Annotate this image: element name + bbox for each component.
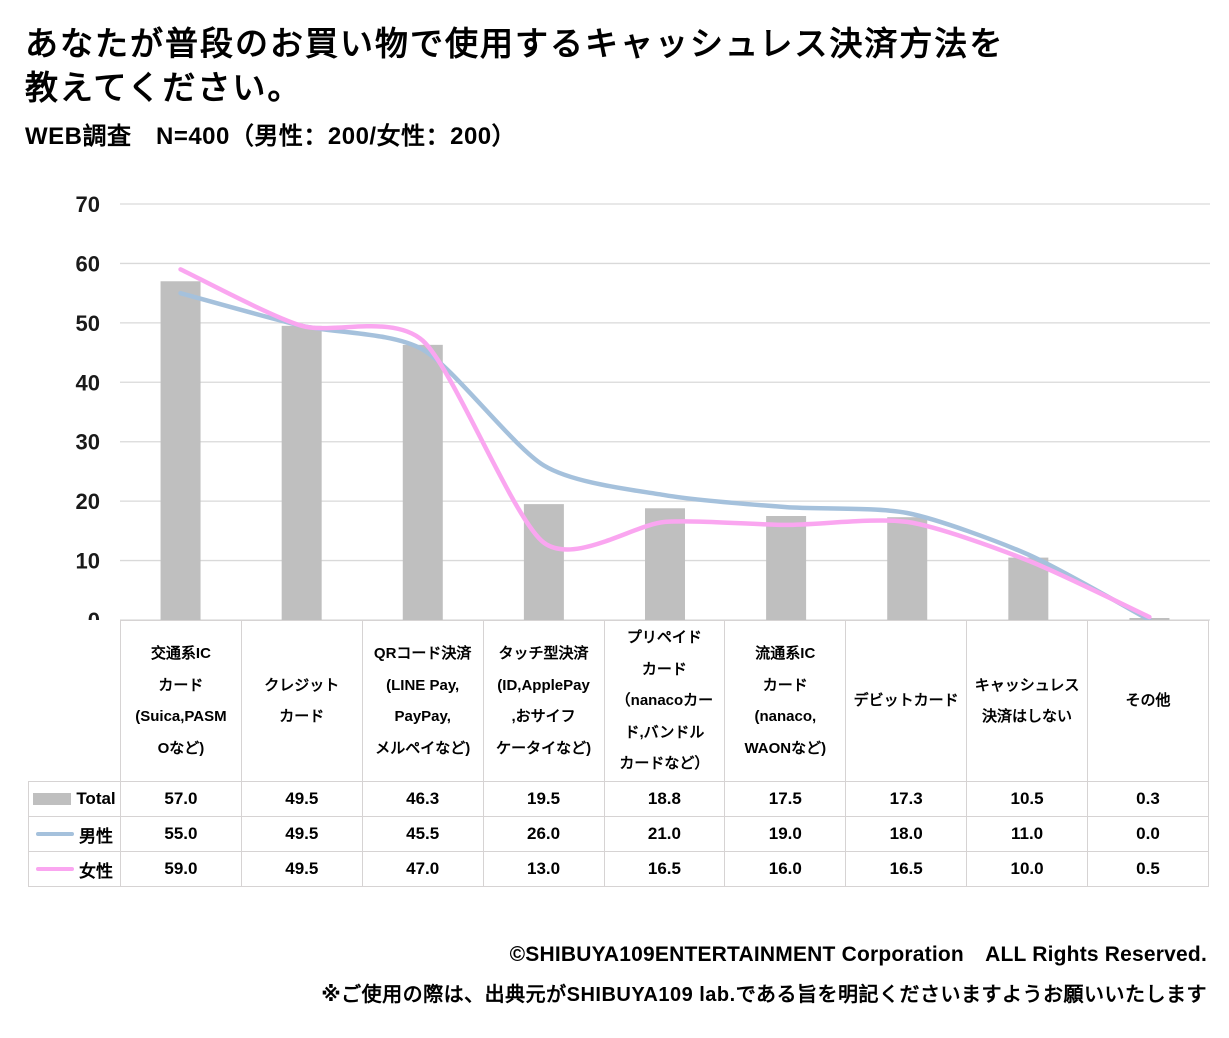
legend-swatch-男性-icon: [36, 832, 74, 836]
series-name-女性: 女性: [79, 861, 113, 881]
table-row-女性: 女性 59.0 49.5 47.0 13.0 16.5 16.0 16.5 10.0 0.5: [28, 851, 1209, 887]
value-cell-女性-6: 16.5: [845, 851, 968, 887]
category-header-5: 流通系IC カード (nanaco, WAONなど): [724, 620, 847, 782]
category-header-2: QRコード決済 (LINE Pay, PayPay, メルペイなど): [361, 620, 484, 782]
y-axis-label-40: 40: [76, 370, 100, 395]
y-axis-label-60: 60: [76, 251, 100, 276]
value-cell-女性-3: 13.0: [482, 851, 605, 887]
bar-Total-2: [402, 344, 443, 620]
value-cell-男性-8: 0.0: [1087, 816, 1209, 852]
value-cell-Total-1: 49.5: [240, 781, 363, 817]
bar-Total-0: [160, 281, 201, 620]
value-cell-女性-8: 0.5: [1087, 851, 1209, 887]
value-cell-男性-0: 55.0: [120, 816, 242, 852]
legend-swatch-女性-icon: [36, 867, 74, 871]
bar-Total-6: [887, 517, 928, 620]
value-cell-女性-0: 59.0: [120, 851, 242, 887]
chart-canvas: 010203040506070: [76, 192, 1210, 633]
category-header-8: その他: [1087, 620, 1209, 782]
legend-swatch-Total-icon: [33, 793, 72, 805]
value-cell-男性-5: 19.0: [724, 816, 847, 852]
table-header-row: 交通系IC カード (Suica,PASM Oなど) クレジット カード QRコード…: [28, 620, 1209, 782]
line-series-男性: [178, 290, 1152, 623]
value-cell-男性-6: 18.0: [845, 816, 968, 852]
bar-Total-1: [281, 325, 322, 620]
y-axis-label-20: 20: [76, 489, 100, 514]
value-cell-女性-1: 49.5: [240, 851, 363, 887]
category-header-1: クレジット カード: [240, 620, 363, 782]
category-header-6: デビットカード: [845, 620, 968, 782]
value-cell-男性-1: 49.5: [240, 816, 363, 852]
chart-footer: ©SHIBUYA109ENTERTAINMENT Corporation ALL…: [321, 938, 1207, 1007]
chart-data-table: 交通系IC カード (Suica,PASM Oなど) クレジット カード QRコード…: [28, 620, 1209, 887]
legend-cell-Total: Total: [28, 781, 121, 817]
copyright-text: ©SHIBUYA109ENTERTAINMENT Corporation ALL…: [509, 943, 1207, 966]
table-row-男性: 男性 55.0 49.5 45.5 26.0 21.0 19.0 18.0 11.0 0.0: [28, 816, 1209, 852]
value-cell-Total-0: 57.0: [120, 781, 242, 817]
category-header-4: プリペイド カード （nanacoカー ド,バンドル カードなど）: [603, 620, 726, 782]
table-row-Total: Total 57.0 49.5 46.3 19.5 18.8 17.5 17.3 10.5 0.3: [28, 781, 1209, 817]
legend-cell-男性: 男性: [28, 816, 121, 852]
table-corner-cell: [28, 620, 121, 782]
value-cell-Total-3: 19.5: [482, 781, 605, 817]
value-cell-男性-7: 11.0: [966, 816, 1088, 852]
value-cell-女性-4: 16.5: [603, 851, 726, 887]
bar-Total-3: [523, 504, 564, 620]
category-header-7: キャッシュレス 決済はしない: [966, 620, 1088, 782]
series-name-Total: Total: [76, 789, 116, 808]
bar-Total-5: [766, 516, 807, 620]
value-cell-男性-4: 21.0: [603, 816, 726, 852]
survey-subtitle: WEB調査 N=400（男性：200/女性：200）: [25, 123, 517, 151]
value-cell-Total-8: 0.3: [1087, 781, 1209, 817]
series-name-男性: 男性: [79, 826, 113, 846]
y-axis-label-30: 30: [76, 430, 100, 455]
y-axis-label-70: 70: [76, 192, 100, 217]
value-cell-女性-5: 16.0: [724, 851, 847, 887]
value-cell-男性-2: 45.5: [361, 816, 484, 852]
value-cell-Total-4: 18.8: [603, 781, 726, 817]
category-header-0: 交通系IC カード (Suica,PASM Oなど): [120, 620, 242, 782]
category-header-3: タッチ型決済 (ID,ApplePay ,おサイフ ケータイなど): [482, 620, 605, 782]
y-axis-label-10: 10: [76, 549, 100, 574]
attribution-notice: ※ご使用の際は、出典元がSHIBUYA109 lab.である旨を明記くださいます…: [321, 984, 1207, 1006]
value-cell-女性-7: 10.0: [966, 851, 1088, 887]
value-cell-Total-2: 46.3: [361, 781, 484, 817]
chart-title-line1: あなたが普段のお買い物で使用するキャッシュレス決済方法を: [25, 25, 1005, 62]
y-axis-label-50: 50: [76, 311, 100, 336]
chart-header: あなたが普段のお買い物で使用するキャッシュレス決済方法を 教えてください。 WE…: [25, 22, 1004, 151]
legend-cell-女性: 女性: [28, 851, 121, 887]
value-cell-男性-3: 26.0: [482, 816, 605, 852]
value-cell-Total-7: 10.5: [966, 781, 1088, 817]
value-cell-Total-6: 17.3: [845, 781, 968, 817]
value-cell-女性-2: 47.0: [361, 851, 484, 887]
value-cell-Total-5: 17.5: [724, 781, 847, 817]
chart-title-line2: 教えてください。: [25, 68, 303, 106]
line-series-女性: [178, 267, 1152, 620]
